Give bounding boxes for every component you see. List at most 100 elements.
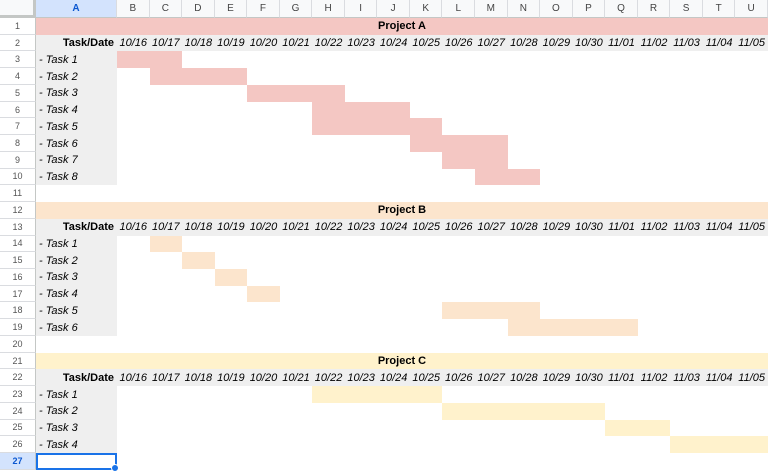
task-label[interactable]: - Task 3 xyxy=(36,84,117,102)
date-header[interactable]: 10/16 xyxy=(117,369,150,387)
task-label[interactable]: - Task 4 xyxy=(36,101,117,119)
date-header[interactable]: 10/24 xyxy=(377,218,410,236)
gantt-bar[interactable] xyxy=(117,51,183,69)
row-header-7[interactable]: 7 xyxy=(0,118,36,136)
date-header[interactable]: 10/29 xyxy=(540,369,573,387)
row-header-24[interactable]: 24 xyxy=(0,402,36,420)
task-label[interactable]: - Task 5 xyxy=(36,302,117,320)
date-header[interactable]: 10/27 xyxy=(475,369,508,387)
task-label[interactable]: - Task 5 xyxy=(36,118,117,136)
row-header-10[interactable]: 10 xyxy=(0,168,36,186)
date-header[interactable]: 10/18 xyxy=(182,34,215,52)
task-label[interactable]: - Task 2 xyxy=(36,68,117,85)
task-label[interactable]: - Task 1 xyxy=(36,386,117,403)
date-header[interactable]: 10/24 xyxy=(377,34,410,52)
date-header[interactable]: 10/23 xyxy=(344,369,378,387)
task-label[interactable]: - Task 7 xyxy=(36,151,117,169)
task-label[interactable]: - Task 2 xyxy=(36,252,117,270)
row-header-20[interactable]: 20 xyxy=(0,335,36,353)
date-header[interactable]: 11/05 xyxy=(735,34,768,52)
date-header[interactable]: 10/29 xyxy=(540,34,573,52)
date-header[interactable]: 10/22 xyxy=(312,34,345,52)
row-header-1[interactable]: 1 xyxy=(0,18,36,35)
date-header[interactable]: 10/29 xyxy=(540,218,573,236)
date-header[interactable]: 10/28 xyxy=(507,369,541,387)
date-header[interactable]: 10/26 xyxy=(442,369,476,387)
gantt-bar[interactable] xyxy=(149,68,248,85)
task-label[interactable]: - Task 2 xyxy=(36,402,117,420)
date-header[interactable]: 10/24 xyxy=(377,369,410,387)
task-date-header[interactable]: Task/Date xyxy=(36,369,117,387)
row-header-14[interactable]: 14 xyxy=(0,235,36,253)
date-header[interactable]: 11/02 xyxy=(637,369,671,387)
row-header-26[interactable]: 26 xyxy=(0,436,36,454)
date-header[interactable]: 10/28 xyxy=(507,34,541,52)
gantt-bar[interactable] xyxy=(312,386,443,403)
task-date-header[interactable]: Task/Date xyxy=(36,34,117,52)
date-header[interactable]: 11/04 xyxy=(702,369,736,387)
date-header[interactable]: 10/20 xyxy=(247,218,280,236)
gantt-bar[interactable] xyxy=(247,84,345,102)
project-title[interactable]: Project C xyxy=(36,352,768,370)
date-header[interactable]: 11/03 xyxy=(670,218,703,236)
date-header[interactable]: 10/21 xyxy=(279,369,313,387)
row-header-2[interactable]: 2 xyxy=(0,34,36,52)
column-header-M[interactable]: M xyxy=(475,0,508,18)
row-header-19[interactable]: 19 xyxy=(0,319,36,336)
row-header-8[interactable]: 8 xyxy=(0,135,36,152)
column-header-Q[interactable]: Q xyxy=(605,0,638,18)
date-header[interactable]: 10/26 xyxy=(442,34,476,52)
gantt-bar[interactable] xyxy=(409,135,508,152)
column-header-S[interactable]: S xyxy=(670,0,703,18)
column-header-D[interactable]: D xyxy=(182,0,215,18)
row-header-27[interactable]: 27 xyxy=(0,453,36,470)
date-header[interactable]: 10/17 xyxy=(149,218,183,236)
task-label[interactable]: - Task 4 xyxy=(36,285,117,303)
row-header-3[interactable]: 3 xyxy=(0,51,36,69)
date-header[interactable]: 10/19 xyxy=(214,34,248,52)
task-label[interactable]: - Task 8 xyxy=(36,168,117,186)
date-header[interactable]: 10/18 xyxy=(182,369,215,387)
gantt-bar[interactable] xyxy=(182,252,215,270)
date-header[interactable]: 10/21 xyxy=(279,218,313,236)
date-header[interactable]: 11/04 xyxy=(702,218,736,236)
row-header-9[interactable]: 9 xyxy=(0,151,36,169)
gantt-bar[interactable] xyxy=(670,436,768,454)
date-header[interactable]: 11/04 xyxy=(702,34,736,52)
date-header[interactable]: 10/20 xyxy=(247,369,280,387)
date-header[interactable]: 11/05 xyxy=(735,218,768,236)
date-header[interactable]: 10/19 xyxy=(214,369,248,387)
date-header[interactable]: 10/23 xyxy=(344,218,378,236)
date-header[interactable]: 10/30 xyxy=(572,218,606,236)
row-header-11[interactable]: 11 xyxy=(0,185,36,203)
task-label[interactable]: - Task 3 xyxy=(36,419,117,437)
date-header[interactable]: 11/03 xyxy=(670,34,703,52)
column-header-U[interactable]: U xyxy=(735,0,768,18)
gantt-bar[interactable] xyxy=(475,168,541,186)
date-header[interactable]: 10/16 xyxy=(117,218,150,236)
date-header[interactable]: 10/19 xyxy=(214,218,248,236)
fill-handle[interactable] xyxy=(111,463,119,472)
gantt-bar[interactable] xyxy=(312,101,410,119)
row-header-12[interactable]: 12 xyxy=(0,202,36,219)
date-header[interactable]: 11/01 xyxy=(605,218,638,236)
date-header[interactable]: 10/25 xyxy=(409,369,443,387)
row-header-4[interactable]: 4 xyxy=(0,68,36,85)
date-header[interactable]: 10/18 xyxy=(182,218,215,236)
date-header[interactable]: 11/01 xyxy=(605,34,638,52)
row-header-18[interactable]: 18 xyxy=(0,302,36,320)
row-header-25[interactable]: 25 xyxy=(0,419,36,437)
row-header-6[interactable]: 6 xyxy=(0,101,36,119)
row-header-15[interactable]: 15 xyxy=(0,252,36,270)
row-header-13[interactable]: 13 xyxy=(0,218,36,236)
task-label[interactable]: - Task 6 xyxy=(36,135,117,152)
date-header[interactable]: 10/17 xyxy=(149,369,183,387)
date-header[interactable]: 10/17 xyxy=(149,34,183,52)
project-title[interactable]: Project A xyxy=(36,18,768,35)
gantt-bar[interactable] xyxy=(605,419,671,437)
date-header[interactable]: 10/27 xyxy=(475,218,508,236)
row-header-17[interactable]: 17 xyxy=(0,285,36,303)
gantt-bar[interactable] xyxy=(507,319,638,336)
column-header-K[interactable]: K xyxy=(409,0,443,18)
row-header-23[interactable]: 23 xyxy=(0,386,36,403)
